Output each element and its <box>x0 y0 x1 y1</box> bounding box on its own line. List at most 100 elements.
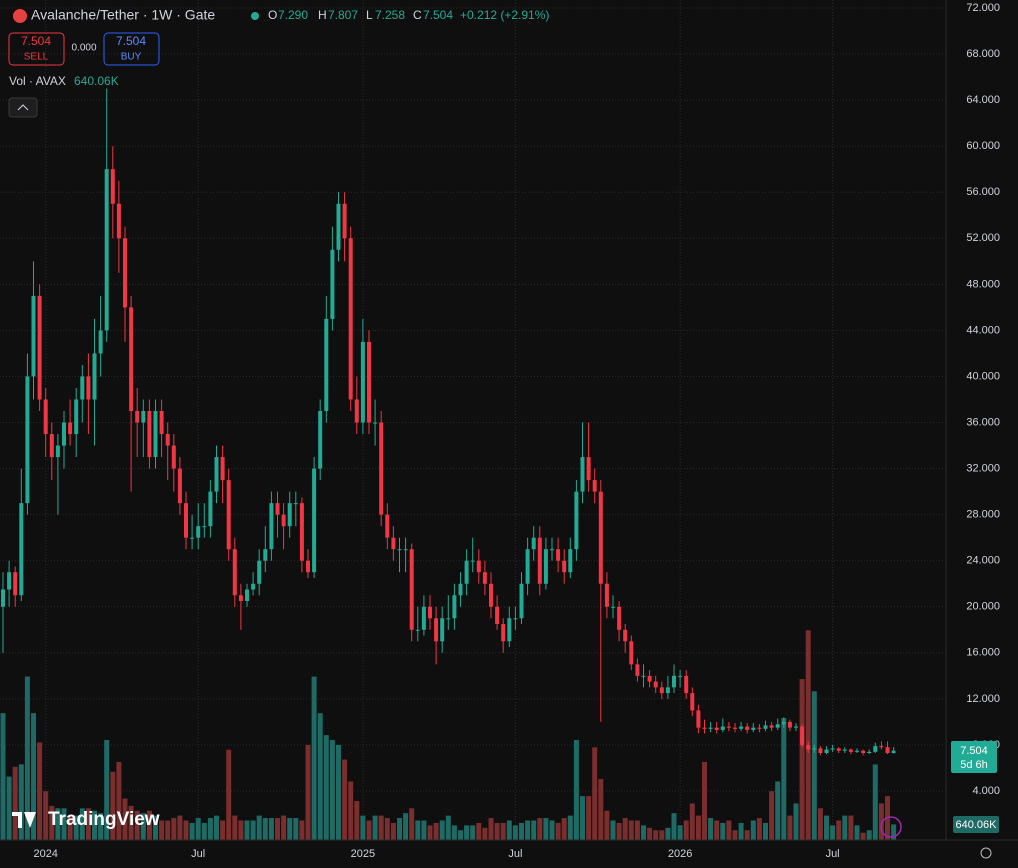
volume-bar <box>891 824 897 840</box>
volume-bar <box>49 805 55 840</box>
candle-body <box>842 749 847 751</box>
candle-body <box>391 537 396 550</box>
candle-body <box>165 434 170 446</box>
volume-bar <box>659 830 665 840</box>
volume-bar <box>116 761 122 840</box>
volume-bar <box>726 820 732 840</box>
volume-bar <box>153 815 158 840</box>
volume-bar <box>372 815 378 840</box>
candle-body <box>726 726 731 728</box>
volume-value: 640.06K <box>74 74 119 88</box>
candle-body <box>196 526 201 538</box>
candle-body <box>763 725 768 729</box>
x-tick-label: Jul <box>826 848 840 860</box>
candle-body <box>574 491 579 550</box>
candle-body <box>757 727 762 729</box>
y-tick-label: 44.000 <box>966 324 1000 336</box>
candle-body <box>702 727 707 729</box>
candle-body <box>428 606 432 619</box>
volume-bar <box>549 820 555 840</box>
volume-bar <box>872 764 878 840</box>
volume-bar <box>55 808 61 840</box>
volume-bar <box>445 815 451 840</box>
candle-body <box>891 750 896 754</box>
volume-bar <box>519 822 524 840</box>
sell-price: 7.504 <box>21 34 51 48</box>
volume-bar <box>433 822 439 840</box>
candle-body <box>293 503 298 505</box>
candle-body <box>80 376 85 400</box>
volume-bar <box>92 810 97 840</box>
volume-bar <box>37 742 43 840</box>
volume-bar <box>342 759 348 840</box>
volume-bar <box>824 815 829 840</box>
candle-body <box>190 537 195 539</box>
candle-body <box>812 748 817 750</box>
buy-price: 7.504 <box>116 34 146 48</box>
candle-body <box>708 727 713 729</box>
volume-bar <box>622 818 628 840</box>
volume-bar <box>860 832 866 840</box>
candle-body <box>367 341 371 423</box>
candle-body <box>818 748 823 754</box>
candle-body <box>720 726 725 730</box>
volume-bar <box>439 820 445 840</box>
candle-body <box>159 411 164 435</box>
candle-body <box>604 583 609 607</box>
change: +0.212 (+2.91%) <box>460 8 549 22</box>
candle-body <box>519 583 524 619</box>
candle-body <box>848 749 853 752</box>
candle-body <box>238 595 243 602</box>
candle-body <box>135 411 140 423</box>
volume-bar <box>403 813 409 840</box>
candle-body <box>7 572 12 590</box>
volume-bar <box>79 808 85 840</box>
volume-bar <box>275 818 280 840</box>
collapse-button[interactable] <box>8 97 38 118</box>
volume-bar <box>750 820 756 840</box>
volume-bar <box>409 808 415 840</box>
volume-bar <box>421 820 427 840</box>
candle-body <box>672 675 676 688</box>
ohlc-value: 7.807 <box>328 8 358 22</box>
candle-body <box>684 675 689 694</box>
sell-button[interactable] <box>8 32 65 66</box>
candle-body <box>452 595 457 619</box>
candle-body <box>781 721 786 725</box>
settings-icon[interactable] <box>980 847 992 859</box>
chart-title[interactable]: Avalanche/Tether · 1W · Gate <box>31 7 215 23</box>
volume-bar <box>311 676 317 840</box>
candle-body <box>476 560 481 573</box>
candle-body <box>299 503 304 561</box>
candle-body <box>62 422 66 446</box>
volume-bar <box>268 818 274 840</box>
buy-button[interactable] <box>103 32 160 66</box>
y-tick-label: 12.000 <box>966 693 1000 705</box>
candle-body <box>586 457 591 481</box>
volume-bar <box>592 747 598 840</box>
candle-body <box>281 514 286 527</box>
candle-body <box>873 746 878 752</box>
y-tick-label: 60.000 <box>966 140 1000 152</box>
y-tick-label: 16.000 <box>966 647 1000 659</box>
volume-bar <box>641 825 646 840</box>
candle-body <box>214 457 219 492</box>
y-tick-label: 28.000 <box>966 509 1000 521</box>
candle-body <box>171 445 176 469</box>
y-tick-label: 4.000 <box>972 785 1000 797</box>
candle-body <box>440 618 445 642</box>
volume-bar <box>171 818 177 840</box>
volume-bar <box>214 815 219 840</box>
candle-body <box>336 203 341 250</box>
spread: 0.000 <box>71 43 96 54</box>
volume-bar <box>512 825 518 840</box>
candle-body <box>556 549 561 561</box>
volume-bar <box>323 735 329 840</box>
candle-body <box>806 744 811 750</box>
candle-body <box>226 480 231 550</box>
alert-icon[interactable] <box>880 816 902 838</box>
volume-bar <box>201 822 207 840</box>
candle-body <box>751 727 756 730</box>
buy-label: BUY <box>121 52 142 63</box>
